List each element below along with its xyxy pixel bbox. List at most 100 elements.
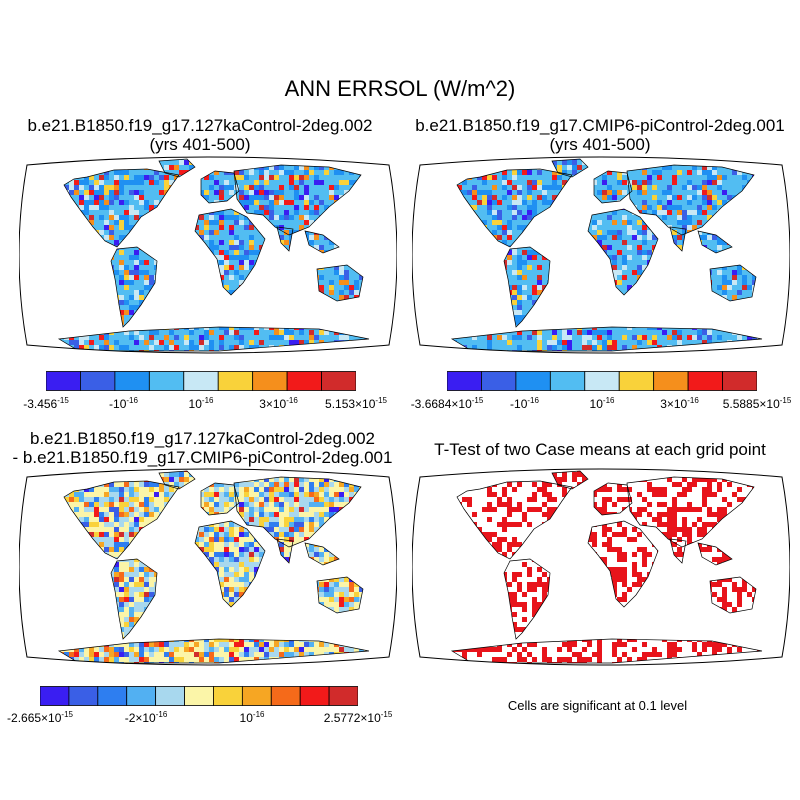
grid-cell [512,270,517,275]
grid-cell [294,300,299,305]
grid-cell [384,270,389,275]
grid-cell [234,165,239,170]
grid-cell [374,230,379,235]
grid-cell [84,265,89,270]
grid-cell [64,220,69,225]
grid-cell [239,220,244,225]
grid-cell [517,220,522,225]
grid-cell [562,230,567,235]
grid-cell [462,185,467,190]
grid-cell [727,270,732,275]
grid-cell [129,215,134,220]
grid-cell [547,195,552,200]
grid-cell [547,220,552,225]
grid-cell [542,170,547,175]
grid-cell [304,255,309,260]
grid-cell [224,185,229,190]
grid-cell [542,190,547,195]
grid-cell [344,190,349,195]
grid-cell [334,280,339,285]
grid-cell [289,330,294,335]
grid-cell [259,280,264,285]
grid-cell [179,260,184,265]
grid-cell [34,245,39,250]
grid-cell [174,190,179,195]
grid-cell [507,235,512,240]
grid-cell [34,185,39,190]
grid-cell [522,159,527,160]
grid-cell [219,200,224,205]
grid-cell [782,260,787,265]
grid-cell [59,270,64,275]
grid-cell [29,240,34,245]
grid-cell [279,205,284,210]
grid-cell [517,275,522,280]
grid-cell [84,325,89,330]
grid-cell [572,220,577,225]
grid-cell [104,170,109,175]
grid-cell [224,300,229,305]
grid-cell [139,200,144,205]
grid-cell [492,175,497,180]
grid-cell [732,220,737,225]
grid-cell [532,210,537,215]
grid-cell [697,200,702,205]
grid-cell [309,200,314,205]
grid-cell [359,195,364,200]
grid-cell [652,170,657,175]
panel-title-ttest: T-Test of two Case means at each grid po… [400,440,800,459]
grid-cell [129,210,134,215]
grid-cell [374,320,379,325]
grid-cell [244,180,249,185]
grid-cell [124,325,129,330]
grid-cell [349,195,354,200]
grid-cell [279,250,284,255]
grid-cell [717,220,722,225]
grid-cell [702,215,707,220]
grid-cell [394,190,397,195]
grid-cell [447,280,452,285]
grid-cell [214,270,219,275]
grid-cell [19,195,24,200]
grid-cell [667,159,672,160]
grid-cell [329,325,334,330]
grid-cell [422,220,427,225]
grid-cell [582,210,587,215]
grid-cell [104,330,109,335]
grid-cell [472,215,477,220]
grid-cell [134,345,139,350]
grid-cell [189,180,194,185]
grid-cell [169,190,174,195]
grid-cell [84,250,89,255]
grid-cell [234,300,239,305]
grid-cell [259,180,264,185]
grid-cell [349,275,354,280]
grid-cell [447,265,452,270]
grid-cell [767,235,772,240]
grid-cell [369,175,374,180]
grid-cell [194,250,199,255]
grid-cell [497,205,502,210]
grid-cell [572,210,577,215]
grid-cell [154,310,159,315]
grid-cell [452,175,457,180]
grid-cell [417,200,422,205]
grid-cell [472,275,477,280]
grid-cell [254,300,259,305]
grid-cell [727,225,732,230]
grid-cell [507,270,512,275]
grid-cell [707,205,712,210]
grid-cell [94,180,99,185]
grid-cell [502,210,507,215]
grid-cell [732,270,737,275]
grid-cell [54,250,59,255]
grid-cell [344,335,349,340]
grid-cell [284,300,289,305]
grid-cell [427,170,432,175]
grid-cell [632,265,637,270]
grid-cell [154,335,159,340]
grid-cell [154,330,159,335]
grid-cell [432,195,437,200]
grid-cell [234,220,239,225]
grid-cell [154,300,159,305]
